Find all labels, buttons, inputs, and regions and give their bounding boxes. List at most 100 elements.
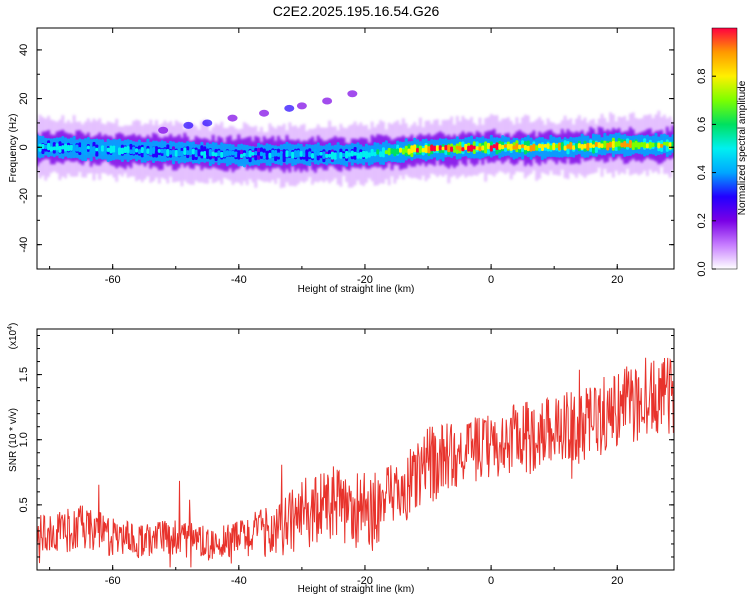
heatmap-cell bbox=[535, 145, 539, 151]
heatmap-cell bbox=[390, 148, 394, 154]
heatmap-cell bbox=[163, 148, 167, 156]
heatmap-cell bbox=[356, 152, 360, 159]
heatmap-cell bbox=[362, 150, 366, 158]
heatmap-band-layer bbox=[37, 140, 674, 160]
colorbar-ticks: 0.0 0.2 0.4 0.6 0.8 bbox=[696, 69, 716, 277]
heatmap-cell bbox=[251, 151, 255, 156]
heatmap-cell bbox=[623, 141, 627, 148]
chart-title: C2E2.2025.195.16.54.G26 bbox=[273, 3, 440, 19]
heatmap-cell bbox=[461, 147, 465, 152]
heatmap-cell bbox=[106, 147, 110, 153]
heatmap-cell bbox=[367, 152, 371, 158]
heatmap-cell bbox=[396, 148, 400, 155]
colorbar: 0.0 0.2 0.4 0.6 0.8 Normalized spectral ampl… bbox=[696, 27, 748, 277]
x-tick-label: 20 bbox=[611, 575, 623, 587]
heatmap-cell bbox=[350, 150, 354, 157]
heatmap-cell bbox=[370, 148, 374, 157]
heatmap-cell bbox=[458, 145, 462, 152]
heatmap-blob bbox=[259, 109, 270, 117]
heatmap-cell bbox=[83, 146, 88, 153]
heatmap-cell bbox=[486, 142, 491, 150]
heatmap-cell bbox=[518, 144, 522, 150]
heatmap-cell bbox=[526, 145, 530, 152]
snr-ticks: -60 -40 -20 0 20 0.5 1.0 1.5 bbox=[18, 329, 674, 587]
colorbar-tick-label: 0.4 bbox=[696, 165, 708, 180]
heatmap-cell bbox=[424, 144, 428, 153]
heatmap-cell bbox=[112, 145, 116, 153]
heatmap-cell bbox=[404, 145, 408, 153]
colorbar-tick-label: 0.2 bbox=[696, 213, 708, 228]
heatmap-cell bbox=[376, 149, 380, 155]
heatmap-cell bbox=[123, 146, 127, 154]
heatmap-cell bbox=[631, 142, 635, 151]
heatmap-cell bbox=[296, 149, 300, 158]
heatmap-cell bbox=[313, 151, 317, 156]
snr-series-line bbox=[37, 357, 674, 568]
heatmap-cell bbox=[345, 150, 349, 159]
heatmap-cell bbox=[410, 145, 414, 154]
heatmap-cell bbox=[47, 142, 51, 151]
heatmap-cell bbox=[152, 146, 156, 154]
heatmap-blob bbox=[322, 97, 333, 105]
spectrogram-panel: -60 -40 -20 0 20 -40 -20 0 20 40 Height of straig… bbox=[8, 27, 675, 295]
heatmap-blob bbox=[296, 102, 307, 110]
heatmap-cell bbox=[594, 141, 598, 147]
heatmap-cell bbox=[580, 143, 584, 150]
heatmap-cell bbox=[69, 144, 73, 151]
y-tick-label: 0 bbox=[18, 144, 30, 150]
x-tick-label: 0 bbox=[488, 274, 494, 286]
heatmap-cell bbox=[174, 149, 178, 157]
heatmap-cell bbox=[288, 151, 292, 157]
heatmap-cell bbox=[92, 146, 96, 154]
heatmap-blob bbox=[158, 126, 169, 134]
heatmap-cell bbox=[469, 144, 474, 152]
heatmap-blob bbox=[202, 119, 213, 127]
x-tick-label: 0 bbox=[488, 575, 494, 587]
heatmap-cell bbox=[384, 150, 388, 155]
heatmap-cell bbox=[223, 150, 227, 158]
y-tick-label: 20 bbox=[18, 92, 30, 104]
y-tick-label: 40 bbox=[18, 44, 30, 56]
heatmap-cell bbox=[268, 152, 272, 159]
heatmap-cell bbox=[521, 144, 525, 149]
heatmap-cell bbox=[398, 147, 403, 153]
heatmap-cell bbox=[665, 141, 669, 147]
heatmap-cell bbox=[188, 148, 193, 156]
snr-frame bbox=[36, 328, 675, 571]
heatmap-cell bbox=[208, 148, 212, 157]
heatmap-cell bbox=[103, 145, 107, 153]
heatmap-cell bbox=[316, 150, 320, 156]
heatmap-cell bbox=[495, 142, 499, 151]
heatmap-cell bbox=[293, 150, 298, 158]
heatmap-cell bbox=[498, 143, 502, 150]
heatmap-cell bbox=[628, 140, 632, 149]
heatmap-cell bbox=[577, 143, 581, 149]
heatmap-cell bbox=[506, 143, 510, 150]
heatmap-cell bbox=[143, 149, 147, 155]
heatmap-cell bbox=[135, 148, 139, 153]
y-tick-label: 1.5 bbox=[18, 367, 30, 382]
heatmap-cell bbox=[299, 150, 303, 157]
heatmap-cell bbox=[591, 144, 596, 149]
heatmap-cell bbox=[240, 153, 244, 158]
heatmap-cell bbox=[529, 145, 533, 152]
heatmap-cell bbox=[364, 151, 369, 159]
heatmap-cell bbox=[177, 148, 181, 157]
heatmap-cell bbox=[265, 150, 269, 157]
heatmap-cell bbox=[305, 150, 309, 159]
heatmap-cell bbox=[489, 145, 493, 152]
heatmap-cell bbox=[328, 153, 332, 158]
heatmap-cell bbox=[291, 151, 295, 159]
heatmap-cell bbox=[353, 151, 357, 156]
heatmap-cell bbox=[214, 152, 218, 157]
heatmap-cell bbox=[342, 153, 346, 158]
heatmap-cell bbox=[572, 145, 576, 150]
heatmap-cell bbox=[154, 150, 159, 155]
heatmap-cell bbox=[433, 145, 437, 152]
heatmap-cell bbox=[492, 144, 496, 149]
heatmap-cell bbox=[620, 142, 624, 148]
heatmap-blob bbox=[284, 104, 295, 112]
heatmap-cell bbox=[574, 144, 579, 149]
heatmap-cell bbox=[183, 147, 187, 156]
heatmap-cell bbox=[100, 145, 105, 152]
